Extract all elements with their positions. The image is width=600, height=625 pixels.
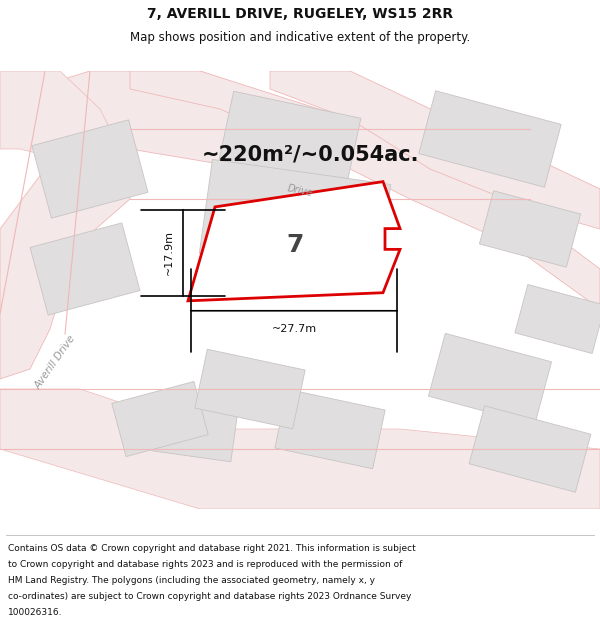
Polygon shape <box>152 396 238 462</box>
Text: Averill Drive: Averill Drive <box>33 333 77 391</box>
Text: Drive: Drive <box>286 183 314 198</box>
Polygon shape <box>469 406 591 492</box>
Text: 7, AVERILL DRIVE, RUGELEY, WS15 2RR: 7, AVERILL DRIVE, RUGELEY, WS15 2RR <box>147 8 453 21</box>
Polygon shape <box>32 120 148 218</box>
Text: ~220m²/~0.054ac.: ~220m²/~0.054ac. <box>201 144 419 164</box>
Polygon shape <box>188 182 400 301</box>
Polygon shape <box>0 389 600 509</box>
Polygon shape <box>219 91 361 187</box>
Text: co-ordinates) are subject to Crown copyright and database rights 2023 Ordnance S: co-ordinates) are subject to Crown copyr… <box>8 592 411 601</box>
Polygon shape <box>112 381 208 457</box>
Text: ~27.7m: ~27.7m <box>271 324 317 334</box>
Text: Contains OS data © Crown copyright and database right 2021. This information is : Contains OS data © Crown copyright and d… <box>8 544 416 552</box>
Polygon shape <box>515 284 600 354</box>
Polygon shape <box>0 71 120 169</box>
Polygon shape <box>479 191 581 268</box>
Text: HM Land Registry. The polygons (including the associated geometry, namely x, y: HM Land Registry. The polygons (includin… <box>8 576 375 585</box>
Polygon shape <box>275 389 385 469</box>
Text: 100026316.: 100026316. <box>8 608 62 618</box>
Text: Map shows position and indicative extent of the property.: Map shows position and indicative extent… <box>130 31 470 44</box>
Polygon shape <box>0 149 130 379</box>
Polygon shape <box>270 71 600 229</box>
Text: 7: 7 <box>286 233 304 257</box>
Polygon shape <box>195 349 305 429</box>
Polygon shape <box>428 333 551 424</box>
Polygon shape <box>419 91 561 188</box>
Polygon shape <box>130 71 600 309</box>
Text: ~17.9m: ~17.9m <box>164 231 174 276</box>
Text: to Crown copyright and database rights 2023 and is reproduced with the permissio: to Crown copyright and database rights 2… <box>8 560 402 569</box>
Polygon shape <box>30 223 140 315</box>
Polygon shape <box>199 159 391 279</box>
Polygon shape <box>0 71 300 169</box>
